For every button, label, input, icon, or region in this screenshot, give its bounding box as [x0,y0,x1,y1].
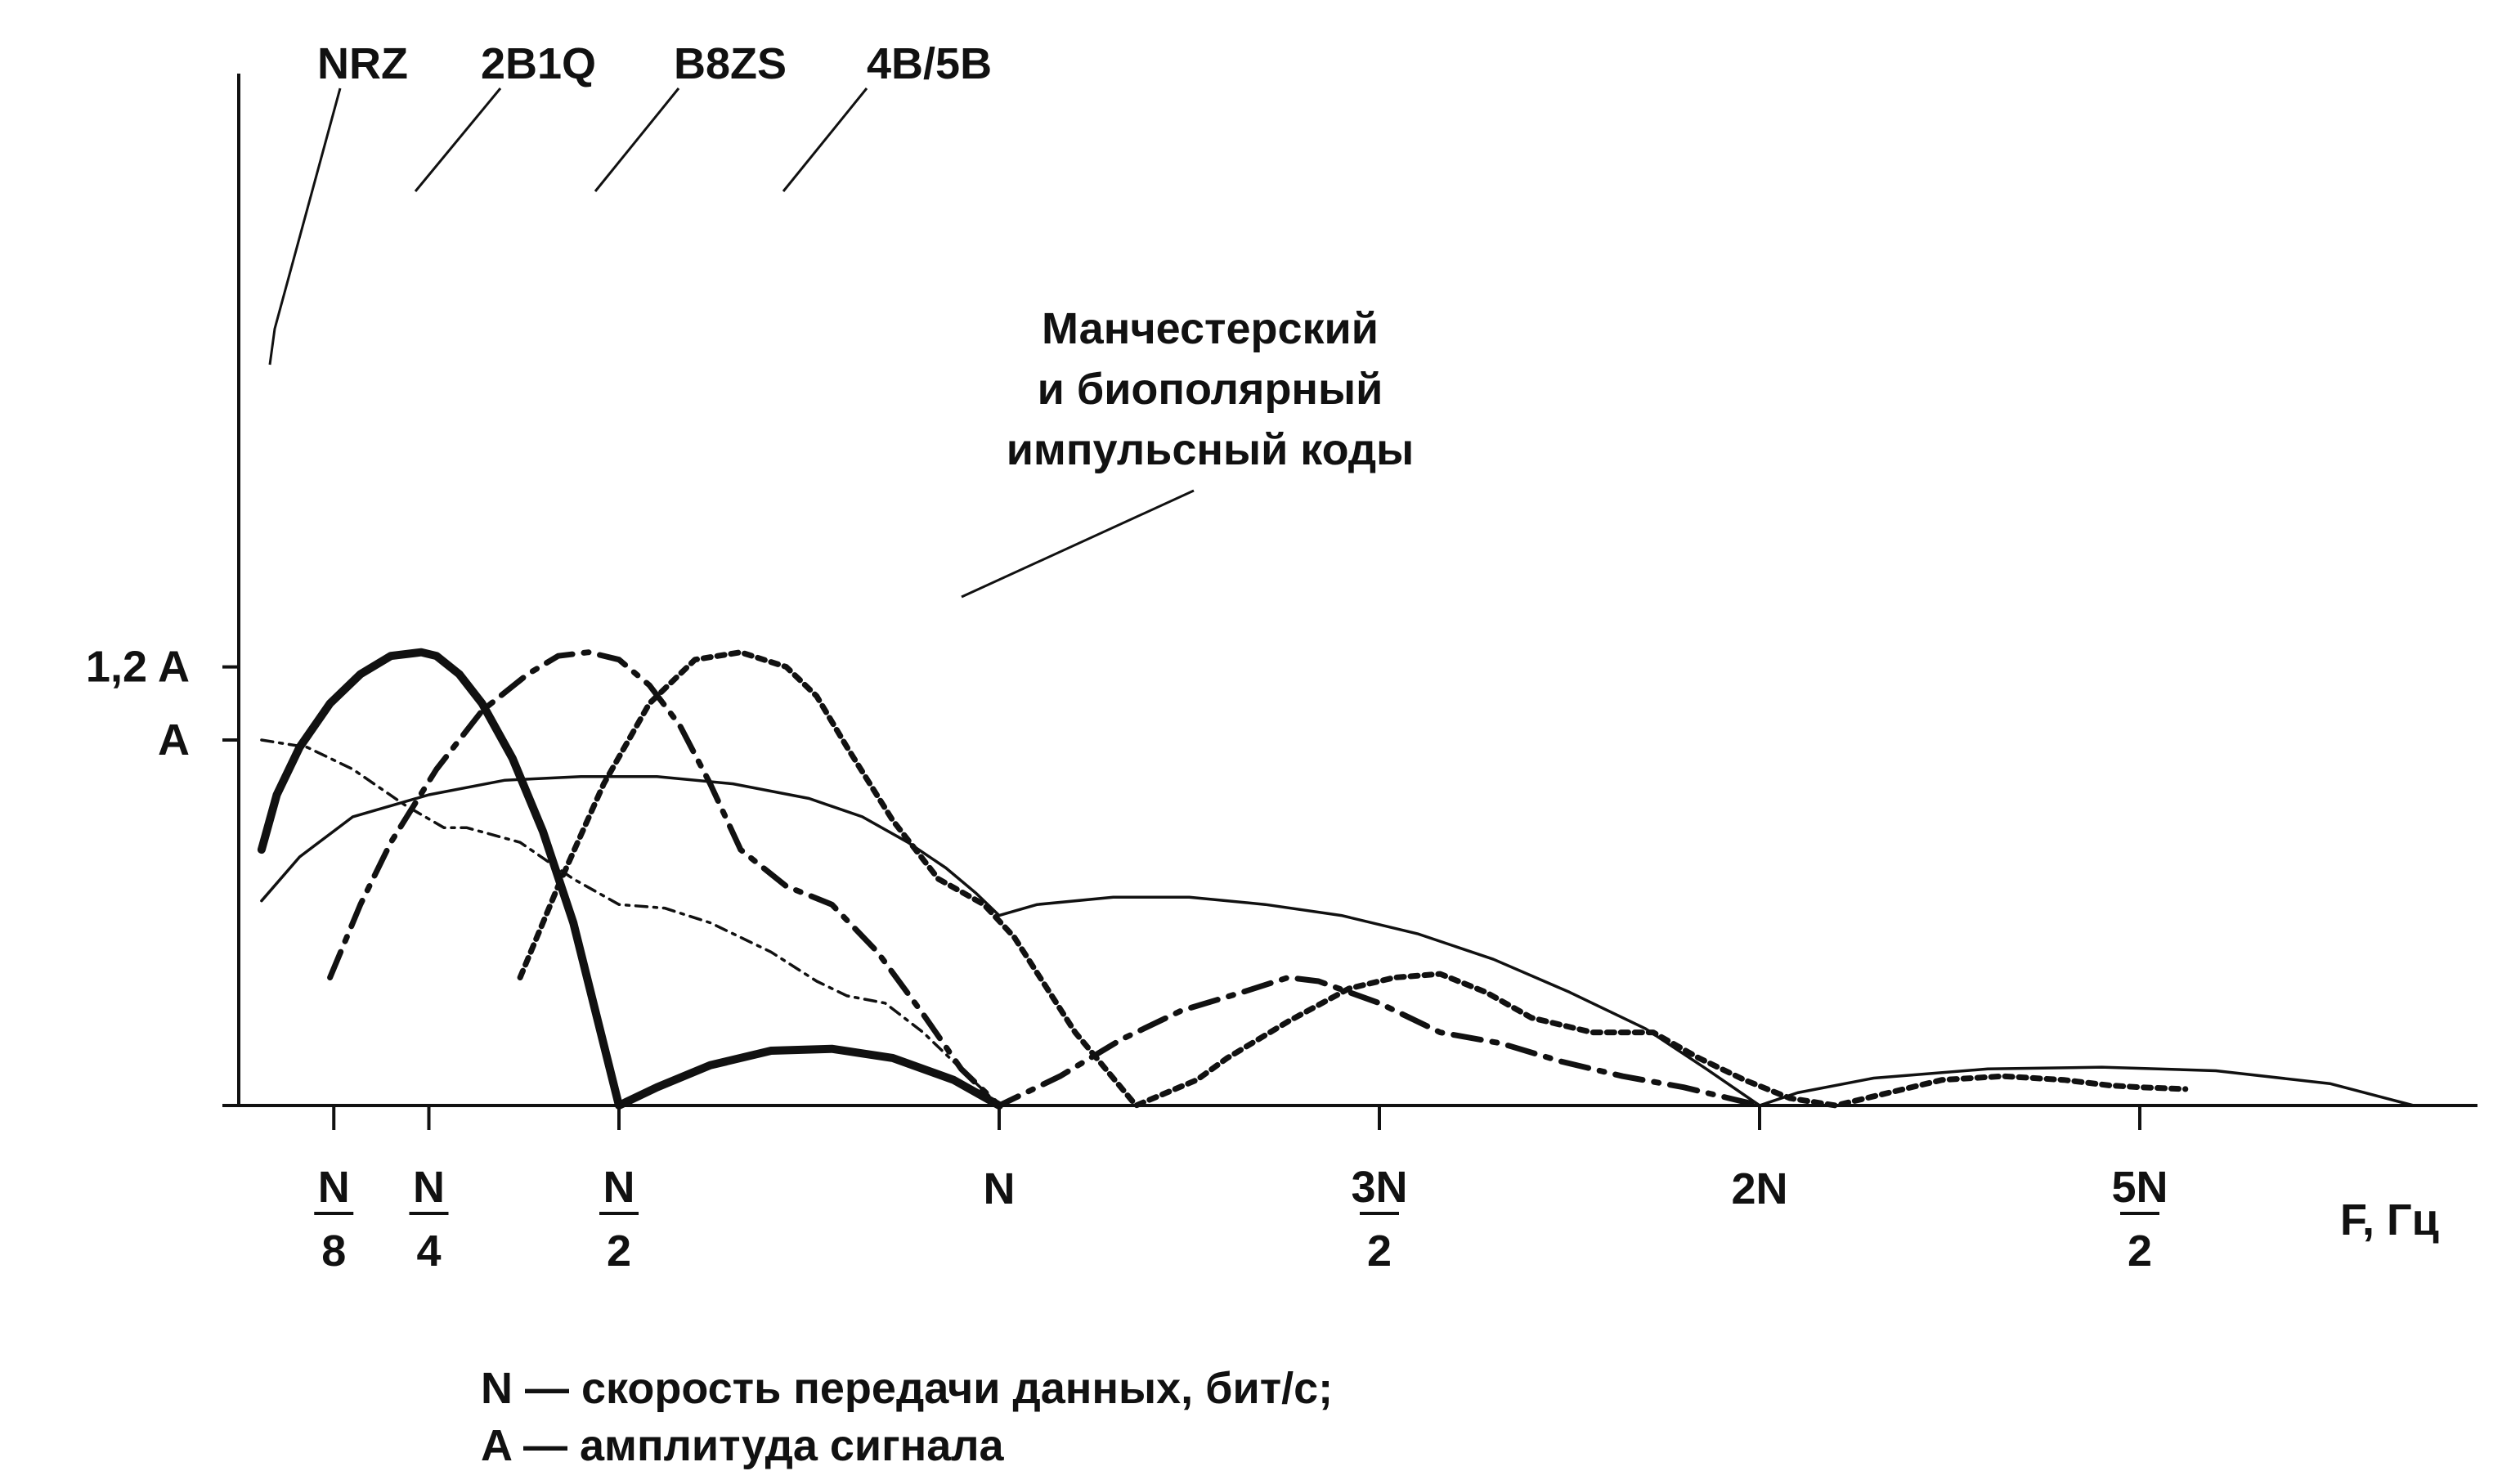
2b1q-leader-line [414,87,502,192]
manchester-leader-line [961,489,1195,599]
legend-callouts: NRZ 2B1Q B8ZS 4B/5B Манчестерский и биоп… [268,39,1415,599]
series-line-4b-5b [517,649,2189,1109]
legend-nrz: NRZ [317,39,408,88]
x-tick-label-numerator-n-4: N [413,1163,445,1212]
x-tick-label-numerator-3n-2: 3N [1351,1163,1407,1212]
x-tick-label-2n: 2N [1731,1164,1787,1213]
note-line-2: A — амплитуда сигнала [481,1421,1005,1470]
x-tick-label-denominator-n-2: 2 [607,1227,631,1276]
series-line-b8zs [327,649,1763,1109]
x-axis-label: F, Гц [2340,1195,2439,1245]
x-tick-label-numerator-n-8: N [318,1163,350,1212]
legend-b8zs: B8ZS [674,39,787,88]
legend-manchester-line3: импульсный коды [1007,425,1415,474]
y-tick-label-a: A [158,715,190,765]
series-line-manchester [260,774,2415,1107]
x-tick-label-n: N [984,1164,1016,1213]
4b5b-leader-line [782,87,868,192]
axes [222,74,2477,1107]
x-tick-label-denominator-n-8: 8 [321,1227,346,1276]
x-tick-label-denominator-3n-2: 2 [1367,1227,1392,1276]
b8zs-leader-line [594,87,680,192]
series [257,648,2415,1110]
nrz-leader-line [268,87,342,366]
x-tick-label-numerator-5n-2: 5N [2111,1163,2168,1212]
legend-2b1q: 2B1Q [481,39,596,88]
x-tick-label-denominator-5n-2: 2 [2128,1227,2152,1276]
legend-manchester-line2: и биополярный [1038,365,1383,414]
y-tick-label-1-2-a: 1,2 A [86,643,190,692]
series-line-nrz [260,738,1001,1107]
note-line-1: N — скорость передачи данных, бит/с; [481,1364,1333,1413]
series-line-2b1q [257,648,1003,1110]
x-tick-label-numerator-n-2: N [603,1163,635,1212]
x-tick-label-denominator-n-4: 4 [416,1227,441,1276]
legend-4b5b: 4B/5B [867,39,992,88]
legend-manchester-line1: Манчестерский [1042,304,1379,353]
